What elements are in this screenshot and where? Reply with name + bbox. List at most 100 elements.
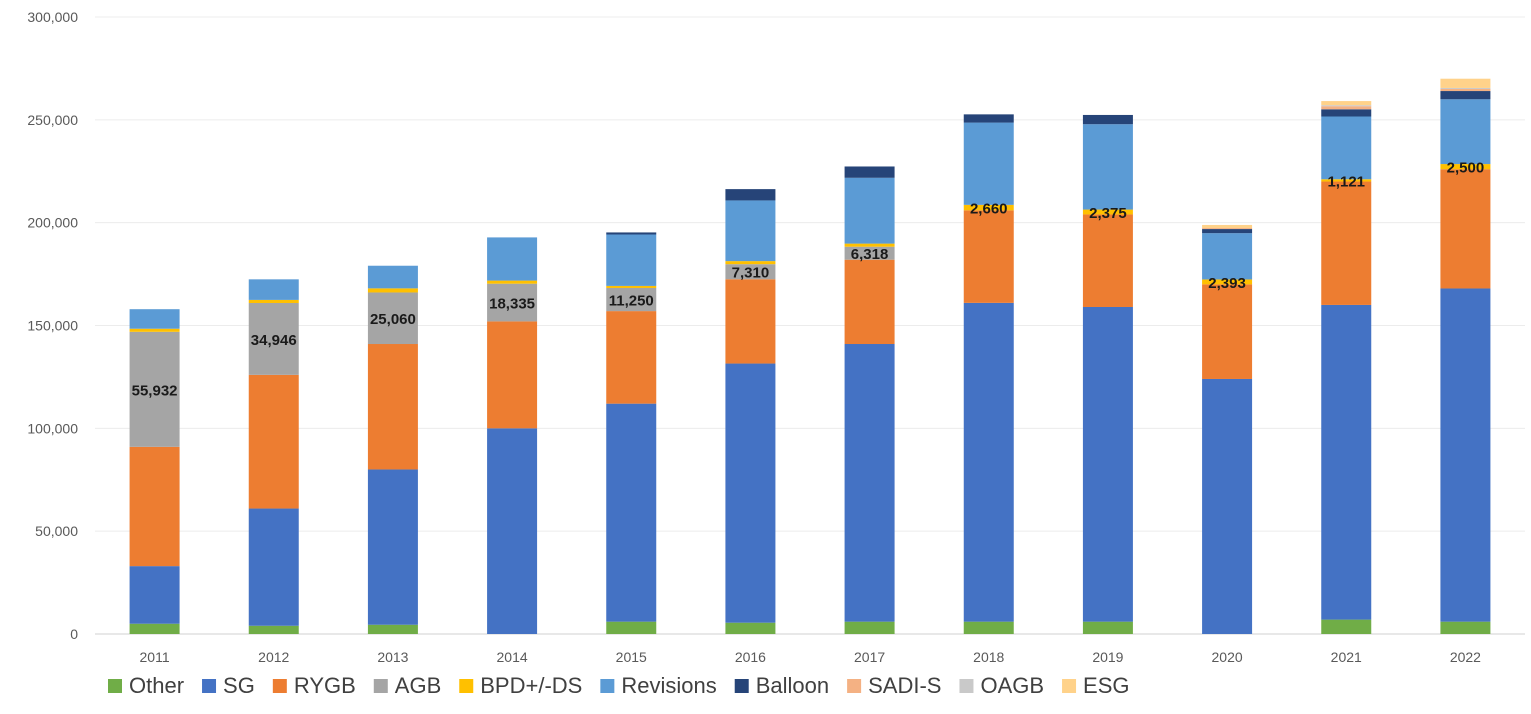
legend-swatch xyxy=(108,679,122,693)
data-labels: 55,932 34,946 25,060 18,335 11,250 7,310 6,318… xyxy=(132,160,1485,400)
data-label: 18,335 xyxy=(489,296,535,313)
legend-label: Other xyxy=(129,673,184,698)
data-label: 2,375 xyxy=(1089,205,1127,222)
legend-swatch xyxy=(272,679,287,693)
data-label: 55,932 xyxy=(132,382,178,399)
bar-segment-balloon-2020 xyxy=(1202,229,1253,234)
bar-segment-revisions-2013 xyxy=(367,265,418,289)
bar-segment-agb-2016 xyxy=(725,264,776,280)
legend-label: Balloon xyxy=(756,673,829,698)
bar-segment-sadi-s-2020 xyxy=(1202,228,1253,230)
data-label: 7,310 xyxy=(732,265,770,282)
bar-segment-agb-2017 xyxy=(844,246,895,260)
bar-segment-agb-2014 xyxy=(487,283,538,322)
bar-segment-sg-2013 xyxy=(367,469,418,625)
bar-segment-other-2021 xyxy=(1321,619,1372,634)
bar-segment-revisions-2015 xyxy=(606,234,657,286)
y-tick-label: 300,000 xyxy=(27,9,78,25)
x-tick-label: 2012 xyxy=(258,649,289,665)
bar-segment-balloon-2017 xyxy=(844,166,895,178)
y-tick-label: 100,000 xyxy=(27,420,78,436)
bar-segment-balloon-2018 xyxy=(963,114,1014,123)
bar-segment-rygb-2018 xyxy=(963,210,1014,303)
bar-segment-balloon-2021 xyxy=(1321,109,1372,117)
legend-swatch xyxy=(202,679,217,693)
bar-segment-esg-2020 xyxy=(1202,224,1253,229)
legend-label: AGB xyxy=(395,673,441,698)
bar-segment-other-2022 xyxy=(1440,621,1491,634)
bar-segment-revisions-2019 xyxy=(1082,124,1133,210)
legend-swatch xyxy=(373,679,388,693)
legend-label: Revisions xyxy=(621,673,716,698)
bar-segment-revisions-2021 xyxy=(1321,116,1372,180)
legend-label: ESG xyxy=(1083,673,1129,698)
bar-segment-sg-2022 xyxy=(1440,288,1491,622)
bar-segment-agb-2013 xyxy=(367,292,418,345)
bar-segment-sg-2015 xyxy=(606,403,657,622)
bar-segment-bpd-ds-2015 xyxy=(606,285,657,288)
bar-segment-revisions-2020 xyxy=(1202,233,1253,280)
legend-label: RYGB xyxy=(294,673,356,698)
bar-segment-agb-2011 xyxy=(129,331,180,447)
data-label: 2,500 xyxy=(1447,160,1485,177)
bar-segment-rygb-2022 xyxy=(1440,169,1491,289)
bar-segment-bpd-ds-2021 xyxy=(1321,179,1372,182)
legend-label: BPD+/-DS xyxy=(480,673,582,698)
legend: Other SG RYGB AGB BPD+/-DS Revisions Balloon SA… xyxy=(108,673,1130,698)
x-tick-label: 2014 xyxy=(497,649,528,665)
x-tick-label: 2011 xyxy=(140,649,170,665)
bar-segment-rygb-2011 xyxy=(129,446,180,567)
bar-segment-rygb-2017 xyxy=(844,259,895,345)
bar-segment-sadi-s-2021 xyxy=(1321,106,1372,110)
y-tick-label: 50,000 xyxy=(35,523,78,539)
x-tick-label: 2020 xyxy=(1212,649,1243,665)
bar-segment-rygb-2021 xyxy=(1321,181,1372,305)
bar-segment-sg-2018 xyxy=(963,302,1014,622)
bar-segment-rygb-2019 xyxy=(1082,214,1133,307)
bar-segment-sadi-s-2022 xyxy=(1440,88,1491,92)
gridlines xyxy=(95,16,1525,635)
bar-segment-bpd-ds-2014 xyxy=(487,280,538,284)
x-tick-label: 2019 xyxy=(1092,649,1123,665)
legend-label: SADI-S xyxy=(868,673,941,698)
bar-segment-esg-2021 xyxy=(1321,101,1372,106)
bar-segment-sg-2014 xyxy=(487,428,538,634)
data-label: 2,393 xyxy=(1208,275,1246,292)
bar-segment-sg-2020 xyxy=(1202,378,1253,634)
x-tick-label: 2021 xyxy=(1331,649,1362,665)
bar-segment-agb-2015 xyxy=(606,287,657,312)
legend-swatch xyxy=(459,679,474,693)
x-tick-label: 2022 xyxy=(1450,649,1481,665)
bar-segment-other-2019 xyxy=(1082,621,1133,634)
legend-swatch xyxy=(959,679,974,693)
y-axis-ticks: 0 50,000 100,000 150,000 200,000 250,000 300,0… xyxy=(27,9,78,642)
data-label: 2,660 xyxy=(970,201,1008,218)
x-tick-label: 2017 xyxy=(854,649,885,665)
bar-segment-revisions-2017 xyxy=(844,177,895,244)
legend-label: OAGB xyxy=(980,673,1044,698)
bar-segment-sg-2011 xyxy=(129,566,180,624)
bar-segment-balloon-2022 xyxy=(1440,91,1491,100)
bar-segment-other-2017 xyxy=(844,621,895,634)
y-tick-label: 150,000 xyxy=(27,318,78,334)
bar-segment-rygb-2015 xyxy=(606,311,657,404)
bar-segment-balloon-2019 xyxy=(1082,114,1133,125)
x-tick-label: 2013 xyxy=(377,649,408,665)
data-label: 11,250 xyxy=(609,293,654,310)
bar-segment-revisions-2022 xyxy=(1440,99,1491,165)
bar-segment-sg-2017 xyxy=(844,344,895,622)
legend-swatch xyxy=(1062,679,1077,693)
y-tick-label: 250,000 xyxy=(27,112,78,128)
bar-segment-bpd-ds-2017 xyxy=(844,243,895,247)
bar-segment-bpd-ds-2011 xyxy=(129,328,180,332)
x-tick-label: 2018 xyxy=(973,649,1004,665)
bar-segment-balloon-2015 xyxy=(606,232,657,235)
x-axis-ticks: 2011 2012 2013 2014 2015 2016 2017 2018 2019 2020… xyxy=(140,649,1482,665)
bar-segment-bpd-ds-2012 xyxy=(248,299,299,303)
legend-label: SG xyxy=(223,673,255,698)
x-tick-label: 2015 xyxy=(616,649,647,665)
bar-segment-esg-2022 xyxy=(1440,78,1491,88)
bar-segment-rygb-2012 xyxy=(248,374,299,509)
y-tick-label: 200,000 xyxy=(27,215,78,231)
data-label: 25,060 xyxy=(370,311,416,328)
